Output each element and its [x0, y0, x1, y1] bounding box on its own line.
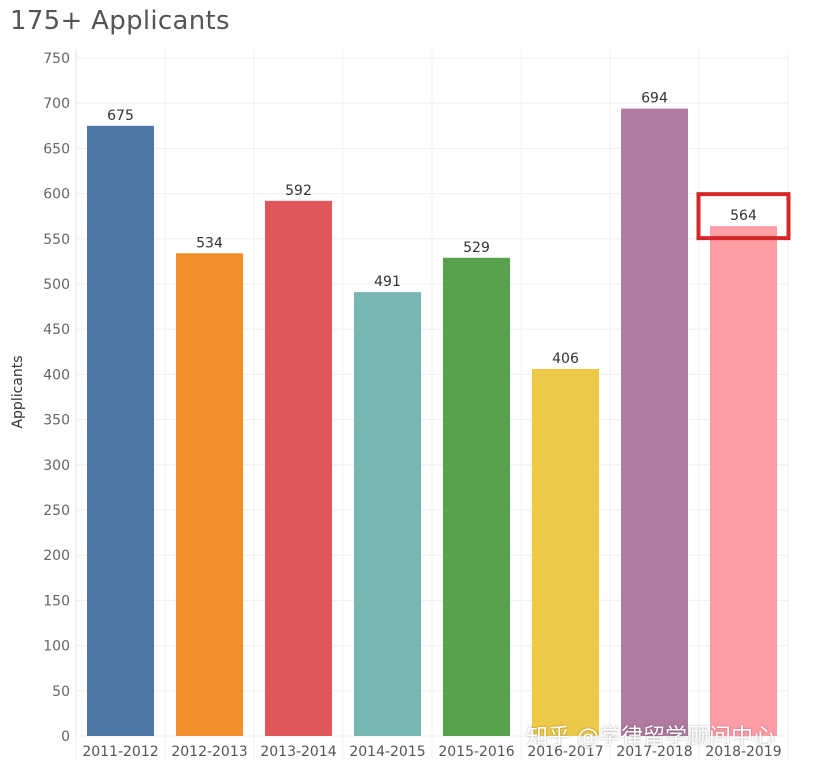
- data-label: 406: [552, 351, 579, 367]
- y-tick-label: 650: [43, 141, 70, 157]
- bar: [443, 257, 510, 736]
- x-tick-label: 2018-2019: [705, 744, 781, 760]
- x-tick-label: 2011-2012: [82, 744, 158, 760]
- highlight-box: [696, 192, 791, 241]
- y-tick-label: 200: [43, 548, 70, 564]
- data-label: 564: [730, 208, 757, 224]
- bar: [532, 368, 599, 736]
- data-label: 694: [641, 91, 668, 107]
- y-tick-label: 150: [43, 593, 70, 609]
- bar: [354, 292, 421, 736]
- x-tick-label: 2013-2014: [260, 744, 336, 760]
- data-label: 534: [196, 235, 223, 251]
- y-tick-label: 500: [43, 277, 70, 293]
- bar: [621, 108, 688, 736]
- data-label: 529: [463, 240, 490, 256]
- y-tick-label: 400: [43, 367, 70, 383]
- chart-title: 175+ Applicants: [10, 6, 230, 36]
- watermark-text: 知乎 @学律留学顾问中心: [526, 725, 775, 750]
- bar: [87, 125, 154, 737]
- y-tick-label: 450: [43, 322, 70, 338]
- y-tick-label: 250: [43, 503, 70, 519]
- y-tick-label: 750: [43, 51, 70, 67]
- x-tick-label: 2012-2013: [171, 744, 247, 760]
- x-tick-label: 2017-2018: [616, 744, 692, 760]
- y-tick-label: 700: [43, 96, 70, 112]
- bar: [710, 226, 777, 737]
- y-tick-label: 300: [43, 458, 70, 474]
- y-tick-label: 50: [52, 684, 70, 700]
- y-tick-label: 0: [61, 729, 70, 745]
- y-tick-label: 550: [43, 232, 70, 248]
- x-tick-label: 2015-2016: [438, 744, 514, 760]
- y-tick-label: 600: [43, 187, 70, 203]
- data-label: 675: [107, 108, 134, 124]
- x-tick-label: 2016-2017: [527, 744, 603, 760]
- y-tick-label: 100: [43, 639, 70, 655]
- bar: [265, 200, 332, 736]
- data-label: 491: [374, 274, 401, 290]
- data-label: 592: [285, 183, 312, 199]
- bar: [176, 253, 243, 736]
- x-tick-label: 2014-2015: [349, 744, 425, 760]
- y-tick-label: 350: [43, 413, 70, 429]
